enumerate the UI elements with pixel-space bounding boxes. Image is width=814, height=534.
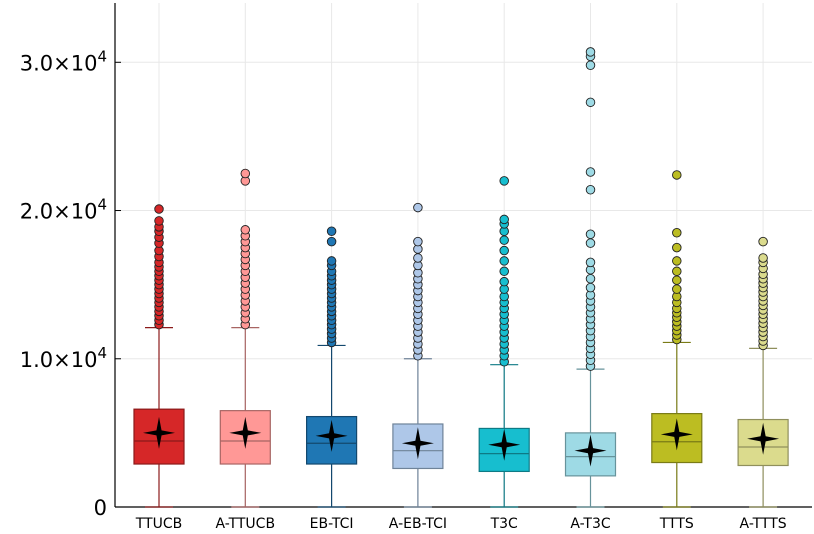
y-tick-label: 1.0×104 xyxy=(20,344,107,372)
box-ttts xyxy=(651,170,703,508)
outlier-point xyxy=(585,97,596,108)
outlier-point xyxy=(585,185,596,195)
box-a-ttts xyxy=(737,236,789,508)
mean-marker xyxy=(315,419,348,452)
outlier-point xyxy=(585,238,596,248)
outlier-point xyxy=(585,167,596,177)
outlier-point xyxy=(585,60,596,71)
y-tick-label: 2.0×104 xyxy=(20,196,107,224)
box-ttucb xyxy=(133,204,185,508)
axes xyxy=(114,3,812,508)
box-eb-tci xyxy=(306,226,358,508)
box-a-ttucb xyxy=(219,168,271,508)
x-axis-ticks: TTUCB A-TTUCB EB-TCI A-EB-TCI T3C A-T3C TTTS A-… xyxy=(135,516,787,532)
outlier-point xyxy=(240,225,251,235)
mean-marker xyxy=(660,418,693,451)
x-tick-label: A-TTUCB xyxy=(216,516,276,532)
outlier-point xyxy=(499,176,509,186)
mean-marker xyxy=(747,422,780,455)
outlier-point xyxy=(672,228,682,238)
y-tick-label: 0 xyxy=(94,496,107,520)
outlier-point xyxy=(499,245,509,256)
outlier-point xyxy=(413,253,423,263)
outlier-point xyxy=(585,273,596,284)
outlier-point xyxy=(326,226,337,237)
outlier-point xyxy=(672,266,682,277)
mean-marker xyxy=(229,416,262,449)
x-tick-label: A-EB-TCI xyxy=(389,516,447,532)
outlier-point xyxy=(413,202,423,213)
outlier-point xyxy=(672,256,682,266)
x-tick-label: A-T3C xyxy=(570,516,610,532)
outlier-point xyxy=(585,257,596,268)
outlier-point xyxy=(326,256,337,266)
outlier-point xyxy=(413,236,423,247)
outlier-point xyxy=(499,256,509,266)
box-a-t3c xyxy=(564,47,617,508)
box-t3c xyxy=(478,176,530,508)
x-tick-label: TTTS xyxy=(659,516,694,532)
outlier-point xyxy=(672,170,682,180)
outlier-point xyxy=(499,276,509,287)
grid-lines xyxy=(115,3,812,508)
x-tick-label: A-TTTS xyxy=(740,516,787,532)
outlier-point xyxy=(672,284,682,294)
y-tick-label: 3.0×104 xyxy=(20,47,107,75)
outlier-point xyxy=(672,242,682,253)
box-a-eb-tci xyxy=(392,202,444,508)
mean-marker xyxy=(143,416,175,449)
outlier-point xyxy=(585,229,596,239)
mean-marker xyxy=(401,427,434,460)
outlier-point xyxy=(758,236,768,247)
x-tick-label: EB-TCI xyxy=(310,516,354,532)
mean-marker xyxy=(488,428,521,461)
outlier-point xyxy=(499,214,509,225)
mean-marker xyxy=(574,434,607,467)
outlier-point xyxy=(672,275,682,285)
outlier-point xyxy=(154,204,164,214)
outlier-point xyxy=(499,266,509,277)
outlier-point xyxy=(585,47,596,57)
outlier-point xyxy=(154,216,164,226)
x-tick-label: TTUCB xyxy=(135,516,182,532)
outlier-point xyxy=(758,253,768,263)
outlier-point xyxy=(585,282,596,293)
boxes xyxy=(133,47,789,508)
outlier-point xyxy=(240,168,251,179)
y-axis-ticks: 0 1.0×104 2.0×104 3.0×104 xyxy=(20,47,107,520)
outlier-point xyxy=(326,236,337,247)
outlier-point xyxy=(499,235,509,245)
x-tick-label: T3C xyxy=(490,516,518,532)
